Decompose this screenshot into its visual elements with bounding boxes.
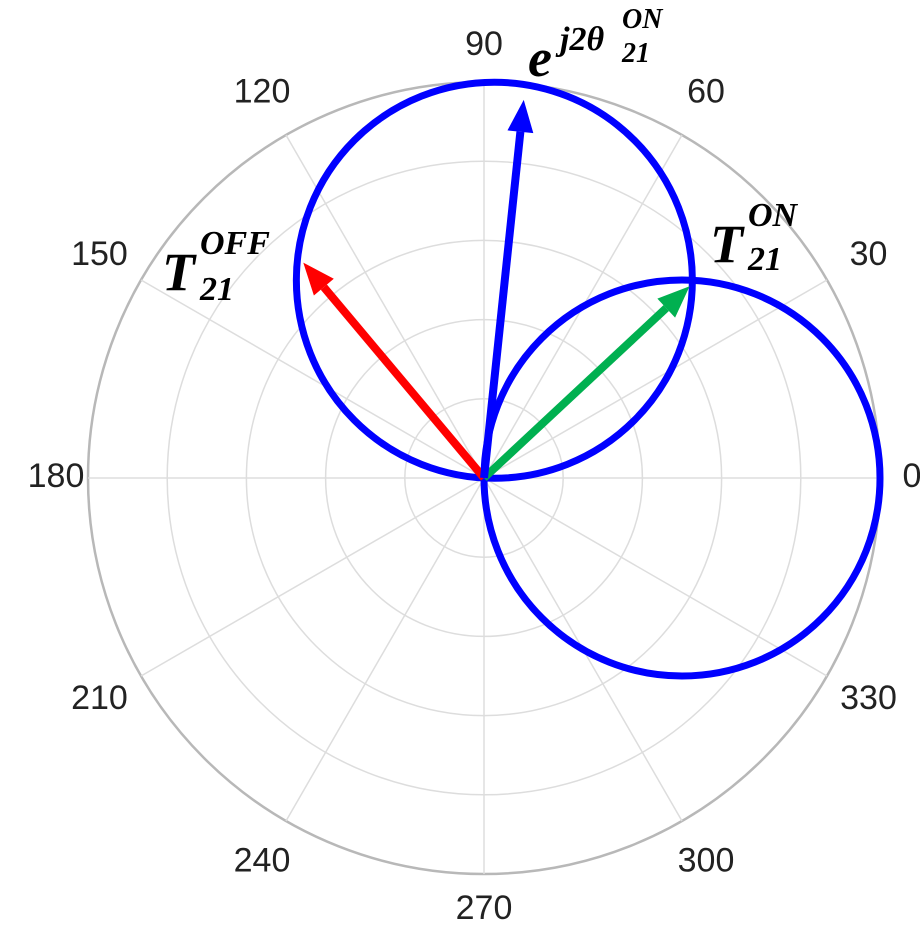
theta-tick-label: 0 — [903, 457, 920, 495]
label-sup: j2θ — [555, 21, 604, 58]
theta-tick-label: 120 — [234, 72, 291, 110]
arrow-head — [507, 99, 534, 134]
grid-spoke — [285, 134, 485, 479]
arrow — [481, 286, 690, 481]
theta-tick-label: 210 — [71, 679, 128, 717]
theta-tick-label: 30 — [850, 235, 888, 273]
theta-tick-label: 330 — [840, 679, 897, 717]
arrow-head — [657, 286, 690, 318]
label-base: e — [528, 28, 552, 88]
arrow-shaft — [480, 131, 525, 479]
label-base: T — [710, 214, 745, 274]
theta-tick-label: 60 — [687, 72, 725, 110]
annotation: e j2θ 21 ON — [528, 4, 664, 88]
arrow-shaft — [320, 284, 488, 481]
circle-locus — [292, 78, 696, 482]
label-sup-sub: 21 — [621, 38, 650, 69]
grid-spoke — [140, 477, 485, 677]
label-sup: ON — [748, 197, 799, 234]
arrow-head — [303, 262, 334, 296]
theta-tick-label: 90 — [465, 25, 503, 63]
marks — [292, 78, 884, 680]
grid — [86, 80, 882, 876]
arrow — [303, 262, 488, 481]
grid-spoke — [285, 477, 485, 822]
theta-tick-label: 270 — [456, 889, 513, 927]
grid-spoke — [483, 477, 828, 677]
label-sup: OFF — [200, 225, 270, 262]
label-sup-sup: ON — [622, 4, 664, 35]
grid-spoke — [483, 279, 828, 479]
label-sub: 21 — [747, 241, 782, 278]
theta-tick-label: 150 — [71, 235, 128, 273]
theta-tick-label: 240 — [234, 841, 291, 879]
arrow — [480, 99, 534, 479]
grid-spoke — [140, 279, 485, 479]
annotation: T ON 21 — [710, 197, 801, 278]
label-sub: 21 — [199, 271, 234, 308]
label-base: T — [162, 242, 197, 302]
theta-tick-label: 180 — [28, 457, 85, 495]
arrow-shaft — [481, 305, 669, 481]
theta-tick-label: 300 — [678, 841, 735, 879]
annotation: T OFF 21 — [162, 225, 274, 308]
